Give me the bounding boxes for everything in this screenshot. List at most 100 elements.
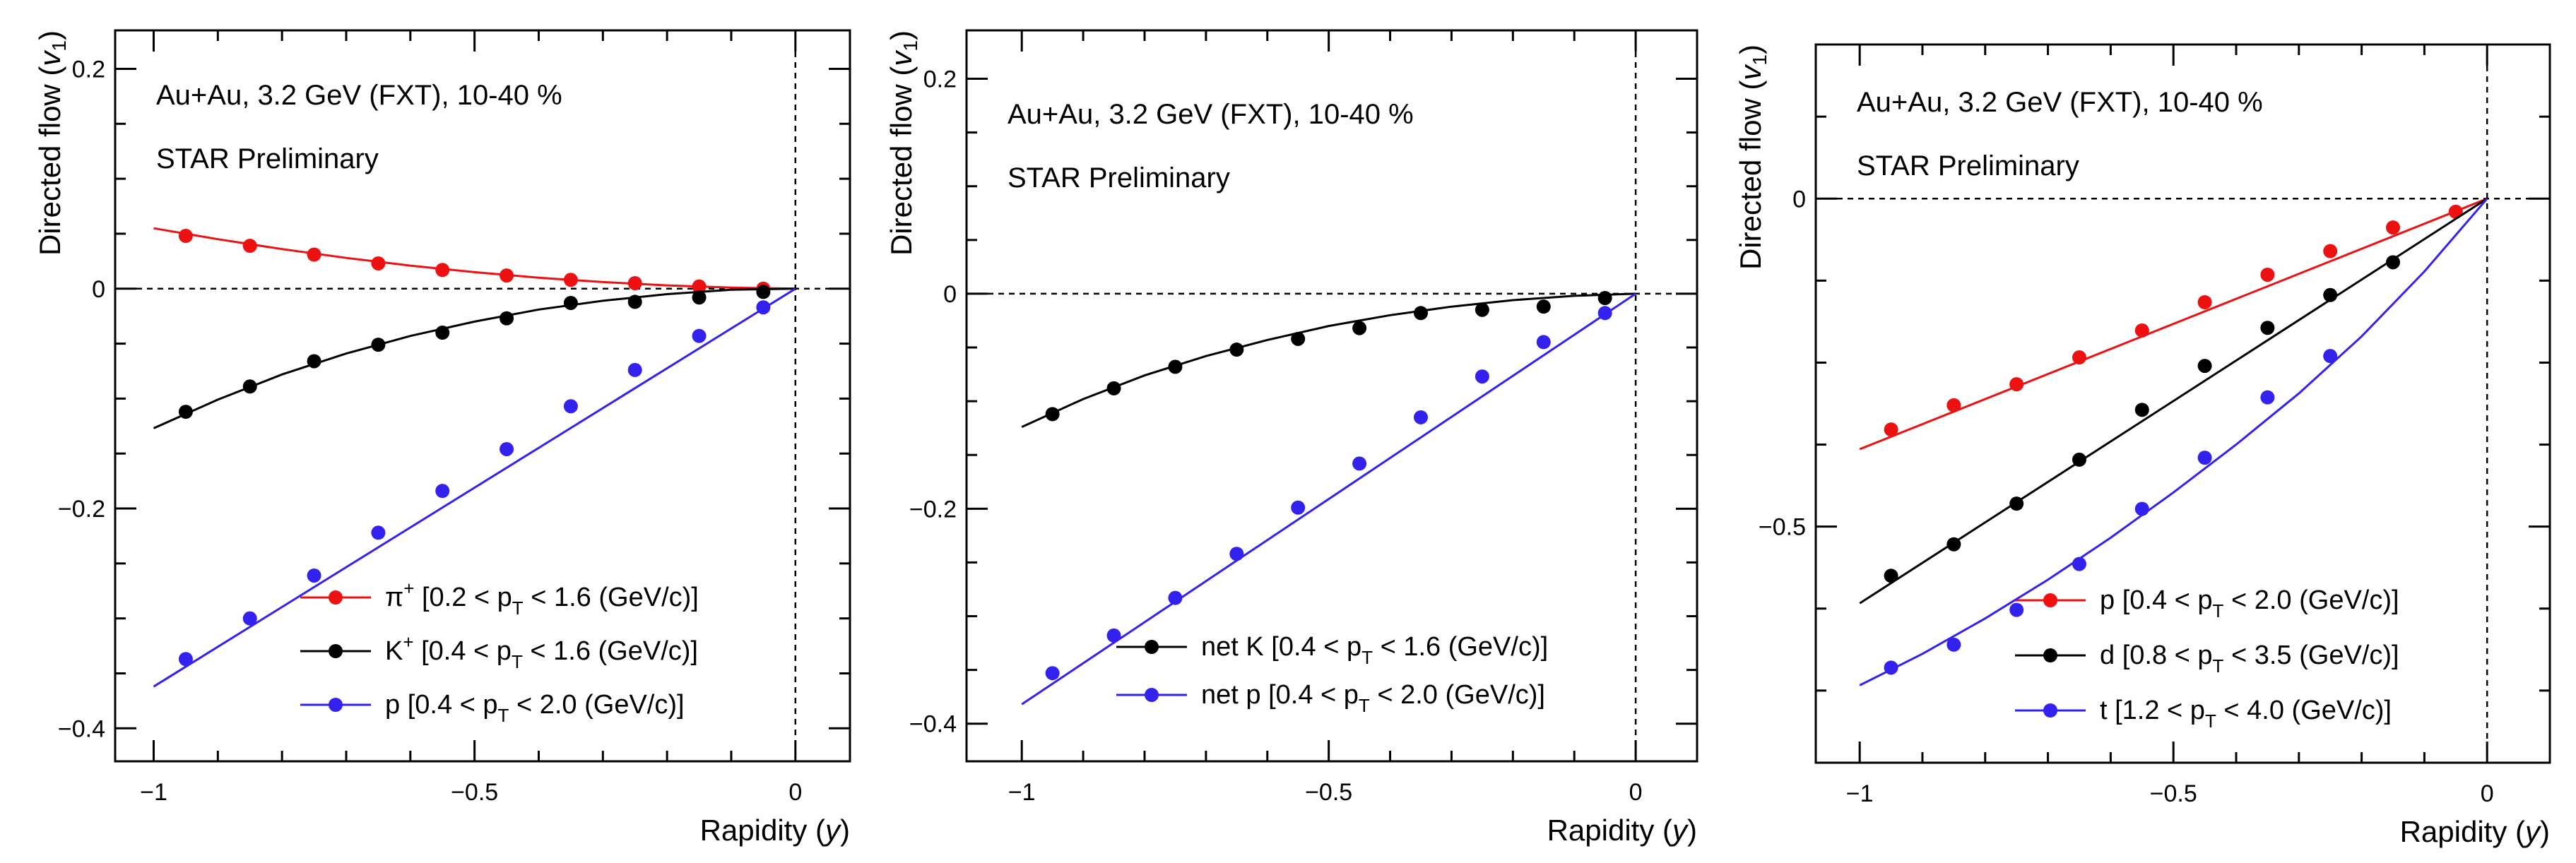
fit-curve xyxy=(153,287,796,429)
data-point xyxy=(2134,501,2149,516)
x-tick-label: −1 xyxy=(1846,780,1874,807)
legend-marker xyxy=(329,698,343,712)
fit-curve xyxy=(1859,197,2488,451)
fit-curve xyxy=(1859,198,2488,686)
data-point xyxy=(692,328,707,343)
data-point xyxy=(627,362,642,377)
data-point xyxy=(2260,390,2275,405)
data-point xyxy=(307,354,321,369)
series-1 xyxy=(1859,197,2488,451)
legend-entry: t [1.2 < pT < 4.0 (GeV/c)] xyxy=(2100,696,2392,732)
y-axis-title: Directed flow (v1) xyxy=(1734,44,1771,270)
series-2 xyxy=(1859,198,2488,605)
chart-panel-3: −1 −0.5 0 −0.5 0 Rapidity (y) Directed flow (v… xyxy=(1734,43,2551,848)
data-point xyxy=(1291,331,1306,346)
star-preliminary-label: STAR Preliminary xyxy=(1008,162,1230,194)
collision-system-label: Au+Au, 3.2 GeV (FXT), 10-40 % xyxy=(156,80,562,111)
data-point xyxy=(692,279,707,294)
data-point xyxy=(242,379,257,394)
data-point xyxy=(1536,335,1551,350)
legend-marker xyxy=(329,590,343,605)
data-point xyxy=(627,275,642,290)
y-tick-label: 0 xyxy=(1792,186,1806,213)
legend-marker xyxy=(1145,640,1159,654)
data-point xyxy=(178,405,193,419)
plot-frame xyxy=(1814,43,2551,764)
data-point xyxy=(500,268,514,283)
data-point xyxy=(2448,204,2463,219)
x-tick-label: −1 xyxy=(140,779,167,806)
fit-curve xyxy=(1021,292,1636,428)
data-point xyxy=(2385,255,2400,270)
data-point xyxy=(2260,267,2275,282)
fit-curve xyxy=(1021,292,1636,706)
y-axis-title: Directed flow (v1) xyxy=(885,30,921,256)
x-axis-title: Rapidity (y) xyxy=(1547,814,1697,847)
star-preliminary-label: STAR Preliminary xyxy=(156,143,379,174)
collision-system-label: Au+Au, 3.2 GeV (FXT), 10-40 % xyxy=(1857,87,2263,118)
data-point xyxy=(2134,403,2149,417)
y-tick-label: 0.2 xyxy=(923,66,957,93)
x-tick-label: −0.5 xyxy=(1305,779,1352,806)
x-tick-label: −0.5 xyxy=(451,779,498,806)
chart-panel-1: −1 −0.5 0 −0.4 −0.2 0 0.2 Rapidity (y) Directed … xyxy=(33,29,851,847)
data-point xyxy=(1946,398,1961,412)
chart-panel-2: −1 −0.5 0 −0.4 −0.2 0 0.2 Rapidity (y) Directed … xyxy=(885,29,1698,847)
series-2 xyxy=(1021,292,1636,706)
data-point xyxy=(435,484,450,499)
data-point xyxy=(1597,306,1612,321)
data-point xyxy=(371,525,386,540)
data-point xyxy=(2385,220,2400,235)
x-tick-label: 0 xyxy=(2481,780,2494,807)
x-axis-title: Rapidity (y) xyxy=(700,814,850,847)
data-point xyxy=(2072,452,2086,467)
data-point xyxy=(1229,343,1244,357)
fit-curve xyxy=(1859,198,2488,605)
data-point xyxy=(2009,602,2024,617)
series-3 xyxy=(153,287,796,688)
x-tick-label: −1 xyxy=(1008,779,1036,806)
data-point xyxy=(2134,323,2149,338)
data-point xyxy=(178,229,193,244)
data-point xyxy=(1168,359,1183,374)
data-point xyxy=(1536,299,1551,314)
data-point xyxy=(1475,369,1489,384)
data-point xyxy=(1045,407,1060,422)
data-point xyxy=(1413,410,1428,424)
x-axis-title: Rapidity (y) xyxy=(2400,815,2550,848)
legend-entry: p [0.4 < pT < 2.0 (GeV/c)] xyxy=(2100,585,2399,621)
data-point xyxy=(1106,381,1121,395)
fit-curve xyxy=(153,287,796,688)
fit-curve xyxy=(153,227,796,290)
data-point xyxy=(1884,422,1898,437)
series-3 xyxy=(1859,198,2488,686)
plot-frame xyxy=(965,29,1698,763)
legend-marker xyxy=(1145,688,1159,702)
data-point xyxy=(1413,306,1428,321)
data-point xyxy=(563,399,578,414)
data-point xyxy=(692,290,707,305)
data-point xyxy=(1229,547,1244,561)
x-tick-label: 0 xyxy=(788,779,802,806)
x-tick-label: 0 xyxy=(1629,779,1643,806)
legend-entry: net K [0.4 < pT < 1.6 (GeV/c)] xyxy=(1201,632,1548,668)
legend-entry: K+ [0.4 < pT < 1.6 (GeV/c)] xyxy=(385,631,698,672)
data-point xyxy=(2009,496,2024,511)
data-point xyxy=(500,311,514,326)
legend-marker xyxy=(2043,703,2057,718)
data-point xyxy=(2260,321,2275,335)
data-point xyxy=(1597,290,1612,305)
data-point xyxy=(242,239,257,254)
data-point xyxy=(307,568,321,583)
data-point xyxy=(371,256,386,270)
data-point xyxy=(178,652,193,667)
data-point xyxy=(1106,628,1121,643)
y-tick-label: −0.5 xyxy=(1759,514,1806,541)
series-1 xyxy=(1021,290,1636,428)
data-point xyxy=(2197,295,2212,310)
y-tick-label: 0 xyxy=(92,276,105,303)
data-point xyxy=(1352,321,1367,335)
data-point xyxy=(2072,557,2086,571)
data-point xyxy=(307,247,321,262)
